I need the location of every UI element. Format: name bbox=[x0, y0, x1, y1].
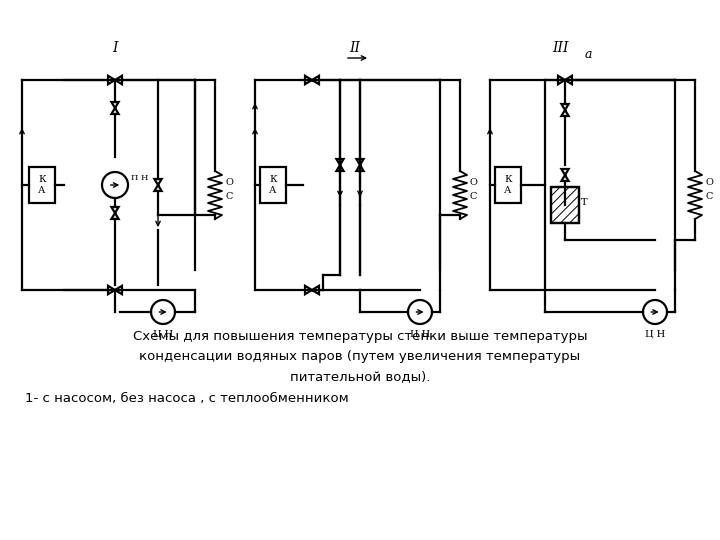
Polygon shape bbox=[312, 286, 319, 294]
Polygon shape bbox=[154, 179, 161, 185]
Text: Ц Н: Ц Н bbox=[645, 329, 665, 338]
Text: С: С bbox=[705, 192, 712, 201]
Text: II: II bbox=[349, 41, 361, 55]
Text: Ц Н: Ц Н bbox=[410, 329, 431, 338]
Text: К
А: К А bbox=[38, 176, 46, 195]
Polygon shape bbox=[115, 76, 122, 84]
Polygon shape bbox=[356, 159, 364, 165]
Polygon shape bbox=[108, 76, 115, 84]
Text: 1- с насосом, без насоса , с теплообменником: 1- с насосом, без насоса , с теплообменн… bbox=[25, 392, 348, 405]
Text: К
А: К А bbox=[504, 176, 512, 195]
Text: С: С bbox=[470, 192, 477, 201]
Text: Т: Т bbox=[581, 198, 588, 207]
Polygon shape bbox=[305, 76, 312, 84]
Text: I: I bbox=[112, 41, 118, 55]
Text: О: О bbox=[705, 178, 713, 187]
Polygon shape bbox=[305, 286, 312, 294]
Polygon shape bbox=[154, 185, 161, 191]
Polygon shape bbox=[312, 76, 319, 84]
Polygon shape bbox=[112, 108, 119, 114]
Polygon shape bbox=[112, 207, 119, 213]
Polygon shape bbox=[562, 175, 569, 181]
Text: С: С bbox=[225, 192, 233, 201]
Bar bbox=[551, 187, 579, 223]
Polygon shape bbox=[336, 159, 343, 165]
Text: К
А: К А bbox=[269, 176, 276, 195]
Text: Схемы для повышения температуры стенки выше температуры: Схемы для повышения температуры стенки в… bbox=[132, 330, 588, 343]
Polygon shape bbox=[356, 165, 364, 171]
Polygon shape bbox=[112, 102, 119, 108]
Text: О: О bbox=[470, 178, 478, 187]
Polygon shape bbox=[558, 76, 565, 84]
Text: питательной воды).: питательной воды). bbox=[290, 370, 430, 383]
Text: О: О bbox=[225, 178, 233, 187]
Text: конденсации водяных паров (путем увеличения температуры: конденсации водяных паров (путем увеличе… bbox=[140, 350, 580, 363]
Text: П Н: П Н bbox=[131, 174, 148, 182]
Polygon shape bbox=[565, 76, 572, 84]
Polygon shape bbox=[562, 104, 569, 110]
Polygon shape bbox=[336, 165, 343, 171]
Polygon shape bbox=[562, 110, 569, 116]
Polygon shape bbox=[108, 286, 115, 294]
Bar bbox=[260, 167, 286, 203]
Bar bbox=[551, 187, 579, 223]
Bar bbox=[29, 167, 55, 203]
Bar bbox=[495, 167, 521, 203]
Text: III: III bbox=[552, 41, 568, 55]
Polygon shape bbox=[115, 286, 122, 294]
Text: a: a bbox=[585, 48, 593, 61]
Text: Ц Н: Ц Н bbox=[153, 329, 174, 338]
Polygon shape bbox=[562, 169, 569, 175]
Polygon shape bbox=[112, 213, 119, 219]
